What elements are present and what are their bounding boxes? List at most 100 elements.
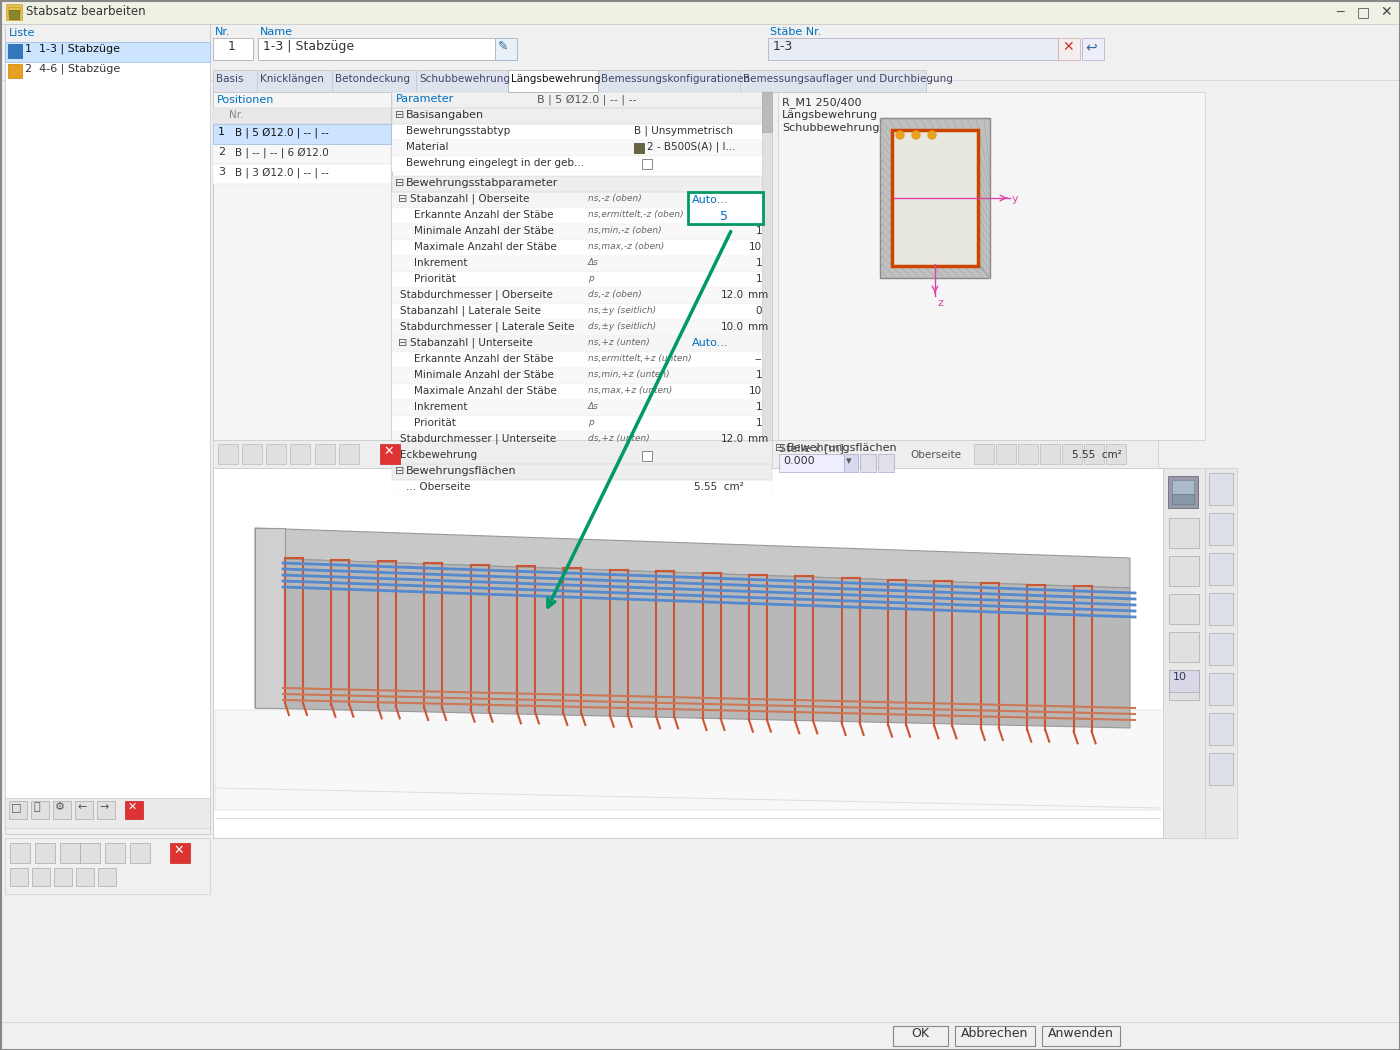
Bar xyxy=(392,448,771,464)
Bar xyxy=(392,92,771,440)
Text: Stabdurchmesser | Oberseite: Stabdurchmesser | Oberseite xyxy=(400,290,553,300)
Text: Nr.: Nr. xyxy=(230,110,244,120)
Text: 0.000: 0.000 xyxy=(783,456,815,466)
Bar xyxy=(1169,670,1198,692)
Bar xyxy=(1058,38,1079,60)
Bar xyxy=(1169,670,1198,700)
Circle shape xyxy=(911,131,920,139)
Bar xyxy=(218,444,238,464)
Bar xyxy=(1172,480,1194,494)
Bar xyxy=(105,843,125,863)
Bar xyxy=(6,42,210,798)
Text: ✎: ✎ xyxy=(498,40,508,52)
Bar xyxy=(955,1026,1035,1046)
Bar xyxy=(643,452,652,461)
Text: Auto...: Auto... xyxy=(692,338,728,348)
Bar xyxy=(315,444,335,464)
Bar xyxy=(392,304,771,320)
Bar xyxy=(1210,713,1233,746)
Text: ✕: ✕ xyxy=(1380,5,1392,19)
Text: Stelle x [m]: Stelle x [m] xyxy=(778,443,844,453)
Text: 5: 5 xyxy=(720,210,728,223)
Text: 1: 1 xyxy=(756,226,762,236)
Text: 3: 3 xyxy=(218,167,225,177)
Bar xyxy=(844,454,858,473)
Text: Betondeckung: Betondeckung xyxy=(335,74,410,84)
Bar xyxy=(213,468,1163,838)
Text: Längsbewehrung: Längsbewehrung xyxy=(783,110,878,120)
Bar xyxy=(893,1026,948,1046)
Text: 1: 1 xyxy=(756,370,762,380)
Text: 2 - B500S(A) | I...: 2 - B500S(A) | I... xyxy=(647,142,735,152)
Circle shape xyxy=(928,131,937,139)
Text: Bewehrung eingelegt in der geb...: Bewehrung eingelegt in der geb... xyxy=(406,158,584,168)
Bar xyxy=(1205,468,1238,838)
Text: Liste: Liste xyxy=(8,28,35,38)
Text: --: -- xyxy=(755,354,762,364)
Bar xyxy=(1169,594,1198,624)
Bar xyxy=(10,868,28,886)
Text: 10: 10 xyxy=(1173,672,1187,682)
Bar xyxy=(1169,518,1198,548)
Text: Maximale Anzahl der Stäbe: Maximale Anzahl der Stäbe xyxy=(414,386,557,396)
Bar xyxy=(392,156,771,172)
Text: ▾: ▾ xyxy=(846,456,851,466)
Text: Stabanzahl | Laterale Seite: Stabanzahl | Laterale Seite xyxy=(400,306,540,316)
Text: Minimale Anzahl der Stäbe: Minimale Anzahl der Stäbe xyxy=(414,226,554,236)
Bar xyxy=(8,44,22,58)
Bar xyxy=(213,164,391,184)
Bar xyxy=(60,843,80,863)
Bar xyxy=(392,140,771,156)
Bar xyxy=(0,24,1400,80)
Text: Priorität: Priorität xyxy=(414,418,456,428)
Bar xyxy=(392,272,771,288)
Text: 1: 1 xyxy=(218,127,225,136)
Text: □: □ xyxy=(11,802,21,812)
Text: Oberseite: Oberseite xyxy=(910,450,960,460)
Text: mm: mm xyxy=(748,434,769,444)
Bar xyxy=(6,24,210,834)
Text: ✕: ✕ xyxy=(1063,40,1074,54)
Text: ds,±y (seitlich): ds,±y (seitlich) xyxy=(588,322,657,331)
Bar xyxy=(216,710,1165,810)
Bar xyxy=(392,92,771,108)
Bar xyxy=(332,70,416,92)
Bar xyxy=(771,440,1158,468)
Bar xyxy=(339,444,358,464)
Text: ⚙: ⚙ xyxy=(55,802,64,812)
Text: ds,+z (unten): ds,+z (unten) xyxy=(588,434,650,443)
Text: ns,min,+z (unten): ns,min,+z (unten) xyxy=(588,370,669,379)
Text: →: → xyxy=(99,802,108,812)
Bar xyxy=(76,801,92,819)
Bar xyxy=(598,70,741,92)
Text: ds,-z (oben): ds,-z (oben) xyxy=(588,290,641,299)
Text: 1: 1 xyxy=(228,40,237,52)
Text: 5.55  cm²: 5.55 cm² xyxy=(1072,450,1121,460)
Bar xyxy=(1106,444,1126,464)
Bar xyxy=(1210,513,1233,545)
Bar xyxy=(392,400,771,416)
Text: B | 5 Ø12.0 | -- | --: B | 5 Ø12.0 | -- | -- xyxy=(235,127,329,138)
Bar xyxy=(508,70,598,92)
Bar xyxy=(213,92,391,440)
Bar xyxy=(31,801,49,819)
Bar xyxy=(778,92,1205,440)
Text: Basisangaben: Basisangaben xyxy=(406,110,484,120)
Text: B | 3 Ø12.0 | -- | --: B | 3 Ø12.0 | -- | -- xyxy=(235,167,329,177)
Bar xyxy=(392,368,771,384)
Bar xyxy=(1018,444,1037,464)
Text: 1: 1 xyxy=(756,418,762,428)
Text: ✕: ✕ xyxy=(384,445,393,458)
Text: B | 5 Ø12.0 | -- | --: B | 5 Ø12.0 | -- | -- xyxy=(538,94,637,105)
Text: Material: Material xyxy=(406,142,448,152)
Text: ns,max,+z (unten): ns,max,+z (unten) xyxy=(588,386,672,395)
Bar xyxy=(213,108,391,124)
Text: Priorität: Priorität xyxy=(414,274,456,284)
Text: B | -- | -- | 6 Ø12.0: B | -- | -- | 6 Ø12.0 xyxy=(235,147,329,157)
Text: ⊟: ⊟ xyxy=(398,194,407,204)
Text: p: p xyxy=(588,418,594,427)
Text: Maximale Anzahl der Stäbe: Maximale Anzahl der Stäbe xyxy=(414,242,557,252)
Bar xyxy=(634,143,644,153)
Text: Bewehrungsstabparameter: Bewehrungsstabparameter xyxy=(406,178,559,188)
Bar xyxy=(98,868,116,886)
